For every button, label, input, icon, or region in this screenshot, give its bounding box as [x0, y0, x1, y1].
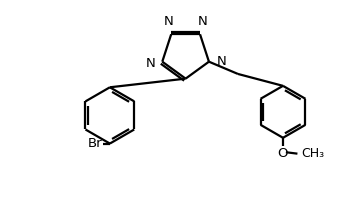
- Text: O: O: [278, 147, 288, 160]
- Text: N: N: [145, 57, 155, 70]
- Text: N: N: [217, 55, 227, 68]
- Text: Br: Br: [87, 137, 102, 150]
- Text: CH₃: CH₃: [301, 147, 324, 160]
- Text: N: N: [198, 15, 208, 28]
- Text: N: N: [163, 15, 173, 28]
